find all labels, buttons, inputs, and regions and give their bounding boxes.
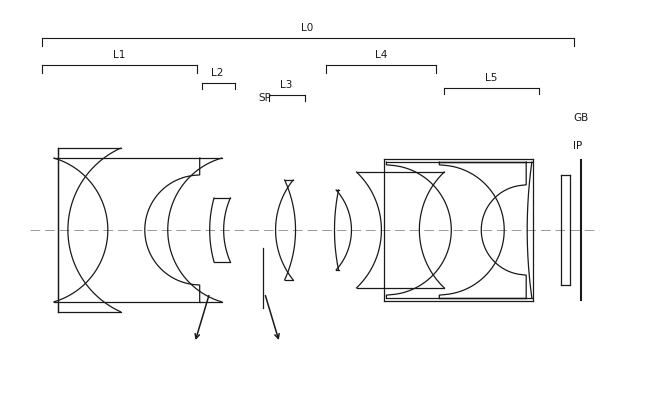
Text: L2: L2 bbox=[212, 68, 224, 78]
Text: L4: L4 bbox=[375, 50, 387, 60]
Text: L0: L0 bbox=[301, 23, 313, 33]
Text: L3: L3 bbox=[280, 80, 293, 90]
Text: IP: IP bbox=[573, 141, 582, 151]
Text: L5: L5 bbox=[485, 73, 497, 83]
Text: L1: L1 bbox=[113, 50, 125, 60]
Text: GB: GB bbox=[573, 113, 589, 123]
Text: SP: SP bbox=[258, 93, 271, 103]
